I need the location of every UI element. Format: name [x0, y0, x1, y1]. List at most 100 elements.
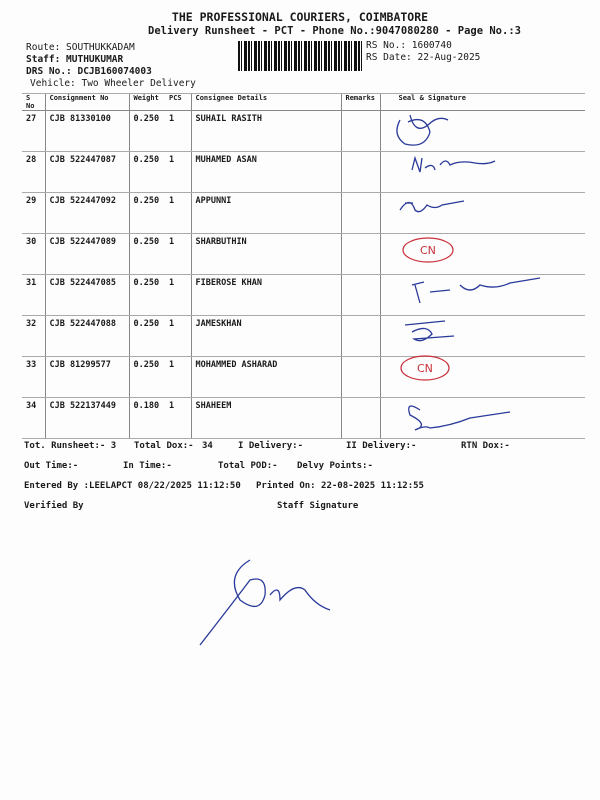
cell-consignee: MOHAMMED ASHARAD: [190, 356, 341, 399]
ii-delivery: II Delivery:-: [346, 441, 417, 451]
rs-date: RS Date: 22-Aug-2025: [366, 52, 481, 63]
i-delivery: I Delivery:-: [238, 441, 304, 451]
cell-pcs: 1: [165, 151, 191, 194]
col-weight: Weight: [128, 92, 165, 112]
cell-remarks: [340, 315, 380, 358]
col-consignment: Consignment No: [44, 92, 129, 112]
cell-sno: 31: [22, 274, 45, 317]
cell-pcs: 1: [165, 233, 191, 276]
rtn-dox: RTN Dox:-: [461, 441, 510, 451]
staff-signature-label: Staff Signature: [277, 501, 359, 511]
cell-weight: 0.180: [128, 397, 165, 440]
cell-remarks: [340, 397, 380, 440]
table-row: 30 CJB 522447089 0.250 1 SHARBUTHIN: [22, 233, 585, 276]
stamp-33-text: CN: [417, 362, 433, 375]
table-row: 28 CJB 522447087 0.250 1 MUHAMED ASAN: [22, 151, 585, 194]
staff: Staff: MUTHUKUMAR: [26, 54, 124, 65]
cell-weight: 0.250: [128, 192, 165, 235]
cell-remarks: [340, 274, 380, 317]
signature-31: [411, 277, 541, 304]
staff-handwritten-signature: [199, 559, 331, 646]
signature-27: [396, 114, 449, 146]
cell-pcs: 1: [165, 110, 191, 153]
in-time: In Time:-: [123, 461, 172, 471]
delvy-points: Delvy Points:-: [297, 461, 373, 471]
cell-remarks: [340, 151, 380, 194]
cell-consignment: CJB 522447087: [44, 151, 129, 194]
cell-consignee: FIBEROSE KHAN: [190, 274, 341, 317]
col-sno: S No: [22, 92, 45, 112]
cell-consignee: SHARBUTHIN: [190, 233, 341, 276]
cell-remarks: [340, 233, 380, 276]
verified-by: Verified By: [24, 501, 84, 511]
cell-weight: 0.250: [128, 110, 165, 153]
cell-sno: 30: [22, 233, 45, 276]
signature-28: [411, 155, 496, 173]
col-remarks: Remarks: [340, 92, 380, 112]
runsheet-table: S No Consignment No Weight PCS Consignee…: [22, 92, 585, 440]
cell-pcs: 1: [165, 274, 191, 317]
cell-signature: [379, 315, 585, 358]
cell-consignee: SHAHEEM: [190, 397, 341, 440]
cell-weight: 0.250: [128, 315, 165, 358]
cell-signature: [379, 151, 585, 194]
total-dox-label: Total Dox:-: [134, 441, 194, 451]
cell-sno: 32: [22, 315, 45, 358]
cell-consignee: JAMESKHAN: [190, 315, 341, 358]
cell-consignee: SUHAIL RASITH: [190, 110, 341, 153]
cell-consignment: CJB 522137449: [44, 397, 129, 440]
cell-consignee: MUHAMED ASAN: [190, 151, 341, 194]
cell-remarks: [340, 192, 380, 235]
cell-signature: [379, 192, 585, 235]
cell-consignment: CJB 522447092: [44, 192, 129, 235]
total-dox-value: 34: [202, 441, 213, 451]
cell-remarks: [340, 356, 380, 399]
cell-consignment: CJB 522447089: [44, 233, 129, 276]
cell-sno: 29: [22, 192, 45, 235]
cell-signature: [379, 356, 585, 399]
signature-32: [404, 320, 455, 342]
cell-sno: 28: [22, 151, 45, 194]
signature-29: [399, 200, 465, 213]
table-row: 34 CJB 522137449 0.180 1 SHAHEEM: [22, 397, 585, 440]
col-signature: Seal & Signature: [379, 92, 585, 112]
vehicle: Vehicle: Two Wheeler Delivery: [30, 78, 196, 89]
table-header: S No Consignment No Weight PCS Consignee…: [22, 92, 585, 112]
cell-signature: [379, 397, 585, 440]
cell-weight: 0.250: [128, 274, 165, 317]
cell-sno: 34: [22, 397, 45, 440]
rs-number: RS No.: 1600740: [366, 40, 452, 51]
cell-consignment: CJB 81330100: [44, 110, 129, 153]
cell-sno: 33: [22, 356, 45, 399]
out-time: Out Time:-: [24, 461, 79, 471]
cell-pcs: 1: [165, 397, 191, 440]
total-pod: Total POD:-: [218, 461, 278, 471]
cell-pcs: 1: [165, 315, 191, 358]
cell-consignee: APPUNNI: [190, 192, 341, 235]
signature-34: [408, 405, 511, 431]
table-row: 31 CJB 522447085 0.250 1 FIBEROSE KHAN: [22, 274, 585, 317]
tot-runsheet: Tot. Runsheet:- 3: [24, 441, 117, 451]
cell-sno: 27: [22, 110, 45, 153]
cell-consignment: CJB 522447085: [44, 274, 129, 317]
printed-on: Printed On: 22-08-2025 11:12:55: [256, 481, 424, 491]
runsheet-title: Delivery Runsheet - PCT - Phone No.:9047…: [148, 25, 521, 37]
entered-by: Entered By :LEELAPCT 08/22/2025 11:12:50: [24, 481, 241, 491]
cell-consignment: CJB 81299577: [44, 356, 129, 399]
stamp-33: [400, 355, 450, 381]
drs-number: DRS No.: DCJB160074003: [26, 66, 152, 77]
company-name: THE PROFESSIONAL COURIERS, COIMBATORE: [171, 10, 429, 24]
cell-pcs: 1: [165, 192, 191, 235]
col-consignee: Consignee Details: [190, 92, 341, 112]
table-row: 32 CJB 522447088 0.250 1 JAMESKHAN: [22, 315, 585, 358]
cell-signature: [379, 274, 585, 317]
table-row: 29 CJB 522447092 0.250 1 APPUNNI: [22, 192, 585, 235]
cell-remarks: [340, 110, 380, 153]
cell-weight: 0.250: [128, 356, 165, 399]
cell-consignment: CJB 522447088: [44, 315, 129, 358]
cell-pcs: 1: [165, 356, 191, 399]
route: Route: SOUTHUKKADAM: [26, 42, 135, 53]
cell-weight: 0.250: [128, 151, 165, 194]
